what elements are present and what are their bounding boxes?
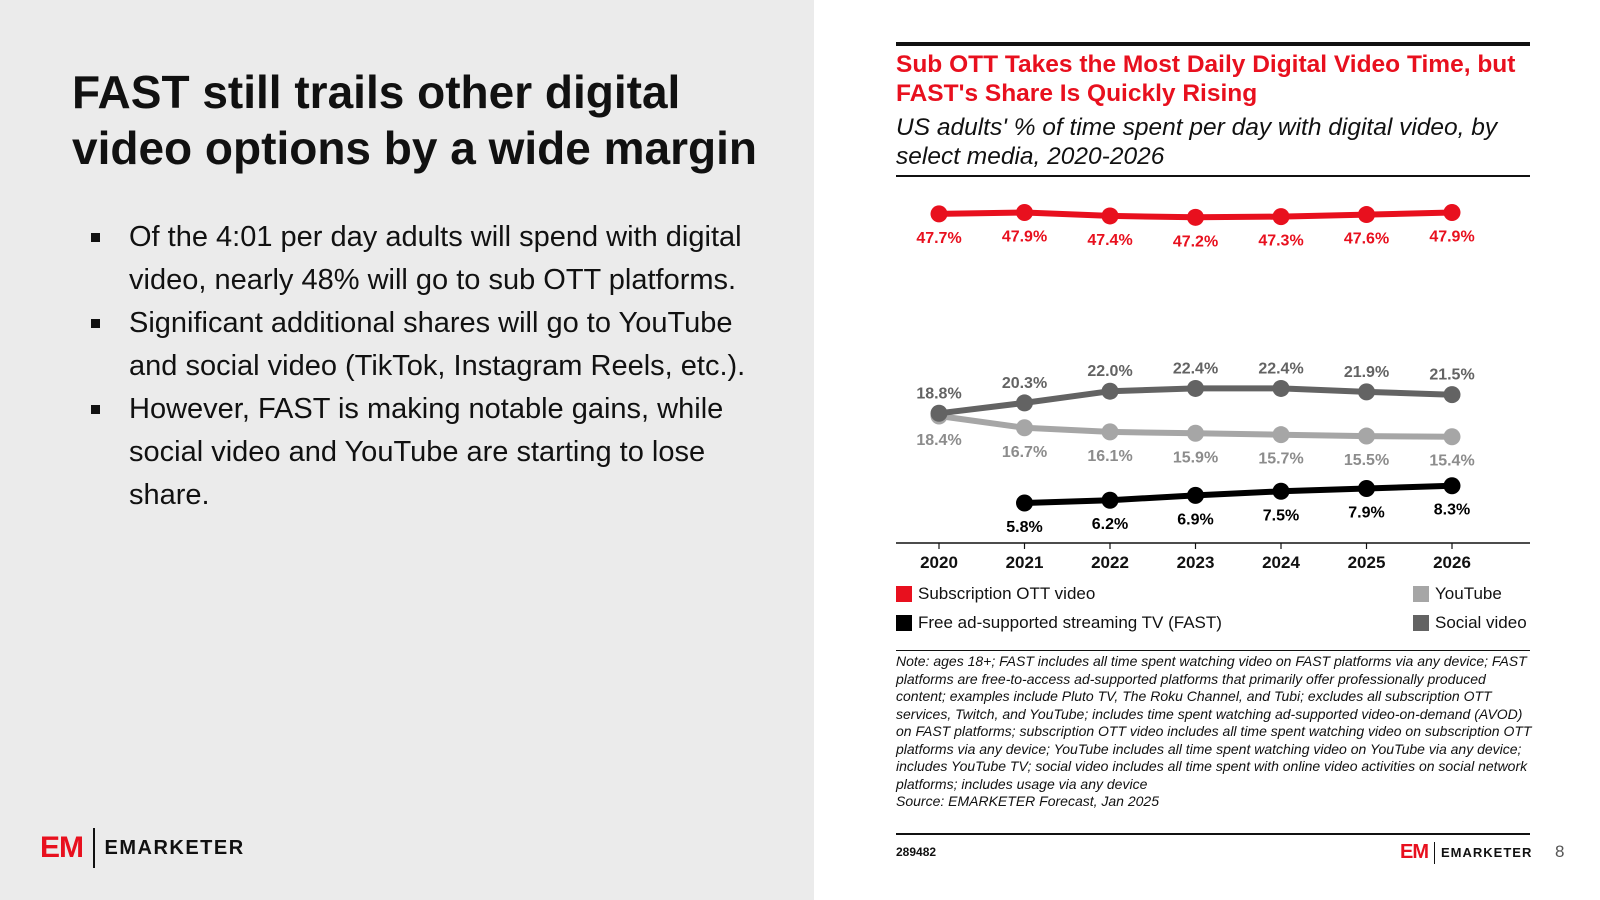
slide-title: FAST still trails other digital video op… [72, 66, 757, 174]
data-label-youtube: 16.7% [1002, 444, 1047, 461]
data-label-youtube: 15.9% [1173, 449, 1218, 466]
data-point-social-video [1016, 394, 1033, 412]
data-label-social-video: 22.4% [1173, 360, 1218, 377]
legend-swatch [896, 586, 912, 602]
legend-swatch [1413, 586, 1429, 602]
data-label-free-ad-supported-streaming-tv-fast: 8.3% [1434, 502, 1470, 519]
chart-header-rule [896, 175, 1530, 177]
series-line-free-ad-supported-streaming-tv-fast [1021, 482, 1455, 506]
data-label-social-video: 21.5% [1429, 367, 1474, 384]
data-point-subscription-ott-video [1358, 206, 1375, 224]
data-point-free-ad-supported-streaming-tv-fast [1443, 477, 1461, 495]
data-point-free-ad-supported-streaming-tv-fast [1187, 486, 1204, 504]
data-label-subscription-ott-video: 47.7% [916, 230, 961, 247]
logo-wordmark: EMARKETER [104, 836, 245, 859]
data-label-subscription-ott-video: 47.2% [1173, 233, 1218, 250]
data-point-youtube [1272, 426, 1290, 444]
chart-title: Sub OTT Takes the Most Daily Digital Vid… [896, 51, 1516, 107]
left-panel: FAST still trails other digital video op… [0, 0, 814, 900]
chart-bottom-rule [896, 833, 1530, 835]
data-label-youtube: 15.7% [1258, 451, 1303, 468]
legend-label: Subscription OTT video [918, 584, 1096, 603]
data-point-subscription-ott-video [1016, 203, 1033, 221]
data-point-free-ad-supported-streaming-tv-fast [1016, 494, 1033, 512]
data-point-youtube [1443, 428, 1461, 446]
data-point-youtube [1358, 427, 1375, 445]
chart-id: 289482 [896, 845, 937, 859]
logo-mark: EM [1400, 841, 1429, 863]
data-label-free-ad-supported-streaming-tv-fast: 6.9% [1177, 511, 1213, 528]
x-tick-label: 2022 [1091, 553, 1129, 572]
logo-mark: EM [40, 831, 84, 864]
data-point-social-video [1358, 383, 1375, 401]
bullet-list: Of the 4:01 per day adults will spend wi… [88, 216, 778, 517]
data-point-subscription-ott-video [930, 205, 948, 223]
data-point-social-video [1443, 386, 1461, 404]
chart-note: Note: ages 18+; FAST includes all time s… [896, 653, 1536, 811]
data-point-youtube [1016, 419, 1033, 437]
data-point-social-video [930, 404, 948, 422]
data-label-free-ad-supported-streaming-tv-fast: 5.8% [1006, 519, 1042, 536]
bullet-item: Of the 4:01 per day adults will spend wi… [88, 216, 778, 302]
emarketer-logo: EM EMARKETER [40, 828, 245, 868]
x-tick-label: 2026 [1433, 553, 1471, 572]
legend-label: Social video [1435, 613, 1527, 632]
data-label-free-ad-supported-streaming-tv-fast: 7.5% [1263, 507, 1299, 524]
data-point-social-video [1187, 379, 1204, 397]
legend-swatch [1413, 615, 1429, 631]
legend-swatch [896, 615, 912, 631]
data-label-free-ad-supported-streaming-tv-fast: 7.9% [1348, 504, 1384, 521]
logo-divider [1434, 841, 1435, 864]
data-label-youtube: 15.4% [1429, 453, 1474, 470]
data-label-social-video: 18.8% [916, 385, 961, 402]
data-point-subscription-ott-video [1187, 208, 1204, 226]
emarketer-logo-small: EM EMARKETER [1400, 841, 1532, 864]
logo-wordmark: EMARKETER [1441, 845, 1533, 860]
legend-rule [896, 650, 1530, 651]
data-label-social-video: 22.4% [1258, 360, 1303, 377]
data-point-youtube [1101, 423, 1119, 441]
data-point-social-video [1101, 382, 1119, 400]
data-point-subscription-ott-video [1272, 208, 1290, 226]
data-point-free-ad-supported-streaming-tv-fast [1101, 491, 1119, 509]
chart-subtitle: US adults' % of time spent per day with … [896, 114, 1498, 170]
legend-label: Free ad-supported streaming TV (FAST) [918, 613, 1222, 632]
line-chart: 2020 2021 2022 2023 2024 2025 2026 5.8% 6.2% 6.9%… [896, 203, 1530, 572]
x-tick-label: 2025 [1348, 553, 1386, 572]
data-label-free-ad-supported-streaming-tv-fast: 6.2% [1092, 516, 1128, 533]
x-tick-label: 2021 [1006, 553, 1044, 572]
x-tick-label: 2023 [1177, 553, 1215, 572]
note-text: Note: ages 18+; FAST includes all time s… [896, 653, 1532, 792]
data-point-free-ad-supported-streaming-tv-fast [1272, 482, 1290, 500]
data-label-subscription-ott-video: 47.9% [1002, 228, 1047, 245]
legend-item-social-video: Social video [1413, 613, 1527, 633]
data-point-social-video [1272, 379, 1290, 397]
data-label-subscription-ott-video: 47.4% [1087, 232, 1132, 249]
data-label-youtube: 15.5% [1344, 452, 1389, 469]
data-label-subscription-ott-video: 47.9% [1429, 228, 1474, 245]
data-label-youtube: 18.4% [916, 432, 961, 449]
x-tick-label: 2024 [1262, 553, 1300, 572]
data-point-free-ad-supported-streaming-tv-fast [1358, 479, 1375, 497]
legend-item-subscription-ott: Subscription OTT video [896, 584, 1095, 604]
data-label-social-video: 20.3% [1002, 375, 1047, 392]
source-text: Source: EMARKETER Forecast, Jan 2025 [896, 793, 1159, 809]
logo-divider [93, 828, 95, 868]
legend-label: YouTube [1435, 584, 1502, 603]
legend-item-fast: Free ad-supported streaming TV (FAST) [896, 613, 1222, 633]
page-number: 8 [1555, 842, 1565, 861]
data-label-subscription-ott-video: 47.6% [1344, 231, 1389, 248]
x-tick-label: 2020 [920, 553, 958, 572]
bullet-item: Significant additional shares will go to… [88, 302, 778, 388]
legend-item-youtube: YouTube [1413, 584, 1502, 604]
data-label-youtube: 16.1% [1087, 448, 1132, 465]
data-point-subscription-ott-video [1101, 207, 1119, 225]
data-point-youtube [1187, 424, 1204, 442]
data-label-social-video: 21.9% [1344, 364, 1389, 381]
data-point-subscription-ott-video [1443, 203, 1461, 221]
chart-top-rule [896, 42, 1530, 46]
bullet-item: However, FAST is making notable gains, w… [88, 388, 778, 517]
data-label-subscription-ott-video: 47.3% [1258, 233, 1303, 250]
data-label-social-video: 22.0% [1087, 363, 1132, 380]
